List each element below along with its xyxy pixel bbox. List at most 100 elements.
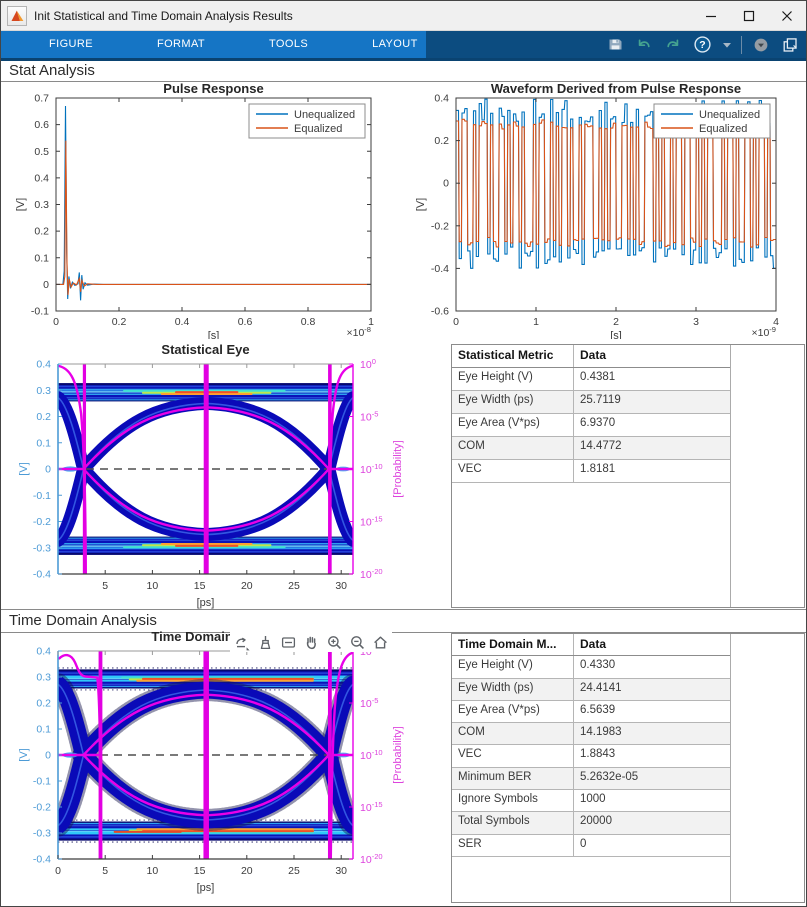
toolstrip-tab-tools[interactable]: TOOLS bbox=[269, 38, 309, 50]
svg-text:-0.4: -0.4 bbox=[431, 263, 449, 275]
zoom-out-icon[interactable] bbox=[348, 633, 366, 651]
svg-text:×10-9: ×10-9 bbox=[751, 325, 776, 339]
table-header-row: Time Domain M... Data bbox=[452, 634, 730, 657]
svg-text:0.4: 0.4 bbox=[175, 316, 190, 328]
svg-text:-0.2: -0.2 bbox=[431, 220, 449, 232]
statistical-metrics-table: Statistical Metric Data Eye Height (V) 0.43… bbox=[451, 344, 805, 608]
svg-text:[s]: [s] bbox=[208, 330, 220, 339]
svg-text:0: 0 bbox=[43, 279, 49, 291]
cell-value: 5.2632e-05 bbox=[580, 770, 639, 783]
cell-value: 24.4141 bbox=[580, 681, 622, 694]
table-row: VEC 1.8843 bbox=[452, 745, 730, 768]
restore-view-icon[interactable] bbox=[371, 633, 389, 651]
svg-text:0: 0 bbox=[45, 750, 51, 762]
overflow-dropdown-icon[interactable] bbox=[751, 35, 771, 55]
table-row: Eye Width (ps) 25.7119 bbox=[452, 391, 730, 414]
svg-text:0: 0 bbox=[45, 464, 51, 476]
cell-metric: VEC bbox=[452, 745, 574, 767]
legend[interactable]: Unequalized Equalized bbox=[248, 103, 366, 139]
svg-text:5: 5 bbox=[102, 865, 108, 877]
svg-text:10-10: 10-10 bbox=[360, 748, 383, 762]
svg-text:0.3: 0.3 bbox=[36, 672, 51, 684]
svg-text:10-5: 10-5 bbox=[360, 410, 378, 424]
svg-text:0.6: 0.6 bbox=[238, 316, 253, 328]
toolstrip: FIGURE FORMAT TOOLS LAYOUT bbox=[1, 31, 806, 61]
svg-text:Waveform Derived from Pulse Re: Waveform Derived from Pulse Response bbox=[491, 83, 741, 96]
table-row: SER 0 bbox=[452, 834, 730, 857]
svg-text:15: 15 bbox=[194, 865, 206, 877]
cell-metric: COM bbox=[452, 723, 574, 745]
svg-text:0.5: 0.5 bbox=[34, 146, 49, 158]
svg-text:[Probability]: [Probability] bbox=[392, 440, 404, 497]
toolstrip-tab-layout[interactable]: LAYOUT bbox=[372, 38, 418, 50]
redo-icon[interactable] bbox=[663, 35, 683, 55]
svg-text:[V]: [V] bbox=[15, 198, 27, 211]
column-header: Data bbox=[580, 637, 607, 651]
datatips-icon[interactable] bbox=[279, 633, 297, 651]
eye-density-layer bbox=[58, 364, 353, 574]
svg-text:-0.3: -0.3 bbox=[33, 542, 51, 554]
table-row: Eye Width (ps) 24.4141 bbox=[452, 678, 730, 701]
svg-text:0.4: 0.4 bbox=[36, 646, 51, 658]
minimize-button[interactable] bbox=[692, 1, 730, 30]
close-button[interactable] bbox=[768, 1, 806, 30]
svg-text:10-15: 10-15 bbox=[360, 515, 383, 529]
cell-metric: Eye Width (ps) bbox=[452, 391, 574, 413]
table-row: VEC 1.8181 bbox=[452, 460, 730, 483]
waveform-plot[interactable]: 0 1 2 3 4 0.4 0.2 0 -0.2 -0.4 -0.6 Waveform Derived… bbox=[409, 83, 807, 339]
svg-text:Unequalized: Unequalized bbox=[699, 109, 760, 121]
table-row: Total Symbols 20000 bbox=[452, 812, 730, 835]
time-domain-eye-plot[interactable]: 0 5 10 15 20 25 30 0.4 0.3 0.2 0.1 0 -0.1 -0.2 -0.3 -0.… bbox=[9, 629, 449, 906]
legend[interactable]: Unequalized Equalized bbox=[653, 103, 771, 139]
table-row: Ignore Symbols 1000 bbox=[452, 790, 730, 813]
brush-icon[interactable] bbox=[256, 633, 274, 651]
pulse-response-plot[interactable]: 0 0.2 0.4 0.6 0.8 1 0.7 0.6 0.5 0.4 0.3 0.2 0.1 0 -0.1… bbox=[9, 83, 409, 339]
svg-text:10-15: 10-15 bbox=[360, 800, 383, 814]
svg-text:10: 10 bbox=[147, 865, 159, 877]
help-icon[interactable]: ? bbox=[692, 35, 712, 55]
column-header: Data bbox=[580, 348, 607, 362]
svg-text:1: 1 bbox=[368, 316, 374, 328]
svg-text:10-20: 10-20 bbox=[360, 852, 383, 866]
title-bar: Init Statistical and Time Domain Analysi… bbox=[1, 1, 806, 31]
svg-text:[s]: [s] bbox=[610, 330, 622, 339]
pan-icon[interactable] bbox=[302, 633, 320, 651]
toolstrip-tab-figure[interactable]: FIGURE bbox=[49, 38, 93, 50]
axes-toolbar bbox=[230, 632, 392, 652]
toolstrip-tab-format[interactable]: FORMAT bbox=[156, 38, 205, 50]
copy-figure-icon[interactable] bbox=[780, 35, 800, 55]
svg-text:0.2: 0.2 bbox=[36, 411, 51, 423]
svg-text:30: 30 bbox=[335, 580, 347, 592]
cell-value: 0.4330 bbox=[580, 659, 616, 672]
svg-text:[V]: [V] bbox=[415, 198, 427, 211]
zoom-in-icon[interactable] bbox=[325, 633, 343, 651]
cell-value: 0 bbox=[580, 837, 587, 850]
svg-text:10-20: 10-20 bbox=[360, 567, 383, 581]
svg-text:1: 1 bbox=[533, 316, 539, 328]
save-icon[interactable] bbox=[605, 35, 625, 55]
svg-text:0.1: 0.1 bbox=[36, 724, 51, 736]
svg-text:0: 0 bbox=[443, 178, 449, 190]
svg-text:Pulse Response: Pulse Response bbox=[163, 83, 263, 96]
export-icon[interactable] bbox=[233, 633, 251, 651]
cell-value: 1.8843 bbox=[580, 748, 616, 761]
cell-value: 6.9370 bbox=[580, 417, 616, 429]
svg-text:-0.4: -0.4 bbox=[33, 569, 51, 581]
svg-text:0.4: 0.4 bbox=[434, 93, 449, 105]
stat-analysis-section-title: Stat Analysis bbox=[9, 62, 95, 79]
svg-text:Equalized: Equalized bbox=[699, 123, 747, 135]
svg-text:10: 10 bbox=[147, 580, 159, 592]
maximize-button[interactable] bbox=[730, 1, 768, 30]
statistical-eye-plot[interactable]: 5 10 15 20 25 30 0.4 0.3 0.2 0.1 0 -0.1 -0.2 -0.3 -0.4… bbox=[9, 339, 449, 611]
cell-metric: Eye Height (V) bbox=[452, 368, 574, 390]
svg-text:-0.1: -0.1 bbox=[33, 490, 51, 502]
svg-text:-0.4: -0.4 bbox=[33, 854, 51, 866]
cell-value: 1000 bbox=[580, 793, 606, 806]
table-row: COM 14.4772 bbox=[452, 437, 730, 460]
svg-text:0.2: 0.2 bbox=[36, 698, 51, 710]
plot-series bbox=[56, 105, 371, 301]
cell-metric: Eye Area (V*ps) bbox=[452, 414, 574, 436]
table-row: Eye Height (V) 0.4381 bbox=[452, 368, 730, 391]
help-dropdown-icon[interactable] bbox=[721, 35, 732, 55]
undo-icon[interactable] bbox=[634, 35, 654, 55]
